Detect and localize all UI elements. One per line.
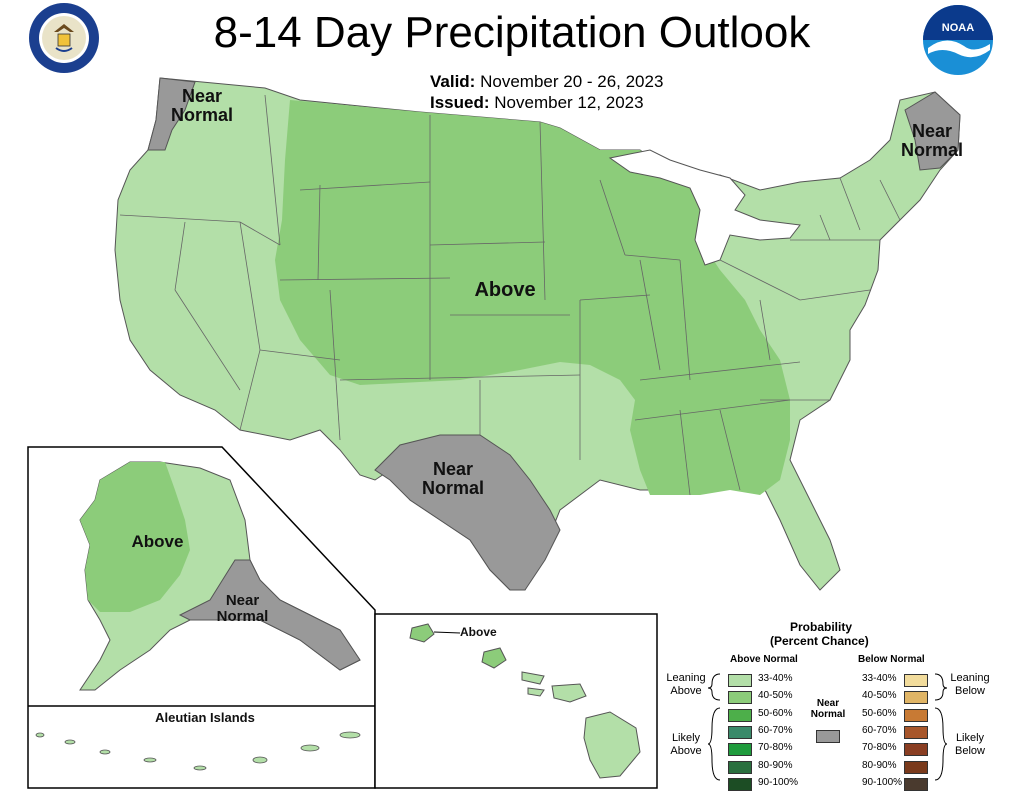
legend-title-line1: Probability: [790, 620, 853, 634]
legend-below-bin-swatch: [904, 708, 928, 722]
legend-above-bin-swatch: [728, 725, 752, 739]
commerce-seal-logo: [29, 3, 99, 73]
legend-below-bin-swatch: [904, 691, 928, 705]
legend-above-bin-swatch: [728, 674, 752, 687]
valid-dates: Valid: November 20 - 26, 2023: [430, 72, 663, 92]
legend-above-header: Above Normal: [730, 654, 798, 665]
issued-date: Issued: November 12, 2023: [430, 93, 644, 113]
legend-title-line2: (Percent Chance): [770, 634, 869, 648]
label-nw-near-normal: Near Normal: [170, 86, 233, 125]
legend-above-bin-label: 40-50%: [758, 690, 793, 702]
valid-label: Valid:: [430, 72, 476, 91]
nw-near-normal-region: [147, 77, 196, 151]
legend-above-bin-label: 33-40%: [758, 673, 793, 684]
legend-near-normal-swatch: [816, 730, 840, 743]
legend-below-bin-swatch: [904, 777, 928, 791]
legend-below-bin-label: 90-100%: [862, 776, 903, 788]
aleutian-islands-shapes: [35, 731, 361, 771]
conus-above-region: [275, 100, 790, 495]
legend-below-bin-label: 33-40%: [862, 673, 897, 684]
ne-near-normal-region: [904, 91, 961, 171]
legend-below-bin-swatch: [904, 760, 928, 774]
tx-near-normal-region: [374, 434, 561, 591]
label-tx-near-normal: Near Normal: [421, 459, 484, 498]
legend-above-bin-swatch: [728, 777, 752, 791]
noaa-logo: NOAA: [923, 5, 993, 75]
svg-text:NOAA: NOAA: [942, 22, 974, 34]
legend-leaning-below: Leaning Below: [950, 672, 990, 698]
label-hi-above: Above: [460, 625, 497, 639]
legend-below-bin-label: 50-60%: [862, 707, 897, 719]
legend-leaning-above: Leaning Above: [666, 672, 706, 698]
legend-above-bin-swatch: [728, 691, 752, 705]
valid-value: November 20 - 26, 2023: [480, 72, 664, 91]
legend-likely-below: Likely Below: [955, 732, 985, 758]
legend-above-bin-swatch: [728, 760, 752, 774]
legend-above-bin-label: 90-100%: [758, 776, 799, 788]
legend-above-bin-label: 50-60%: [758, 707, 793, 719]
legend-below-bin-label: 70-80%: [862, 742, 897, 754]
legend-below-bin-label: 40-50%: [862, 690, 897, 702]
legend-above-bin-swatch: [728, 743, 752, 757]
label-ne-near-normal: Near Normal: [900, 121, 963, 160]
label-ak-near-normal: Near Normal: [216, 592, 269, 625]
legend-above-bin-label: 70-80%: [758, 742, 793, 754]
label-aleutian: Aleutian Islands: [155, 710, 255, 725]
legend-below-bin-swatch: [904, 743, 928, 757]
state-borders: [119, 94, 901, 496]
legend-likely-above: Likely Above: [670, 732, 702, 758]
legend-below-bin-swatch: [904, 725, 928, 739]
legend-below-header: Below Normal: [858, 654, 925, 665]
page-title: 8-14 Day Precipitation Outlook: [213, 8, 811, 57]
legend-near-normal: Near Normal: [810, 698, 846, 720]
label-ak-above: Above: [131, 532, 184, 551]
issued-value: November 12, 2023: [494, 93, 644, 112]
great-lakes: [608, 149, 801, 266]
legend-above-bin-label: 60-70%: [758, 724, 793, 736]
legend-below-bin-label: 60-70%: [862, 724, 897, 736]
legend-below-bin-label: 80-90%: [862, 759, 897, 771]
issued-label: Issued:: [430, 93, 490, 112]
legend-below-bin-swatch: [904, 674, 928, 687]
legend-above-bin-label: 80-90%: [758, 759, 793, 771]
legend-above-bin-swatch: [728, 708, 752, 722]
label-center-above: Above: [474, 279, 536, 301]
